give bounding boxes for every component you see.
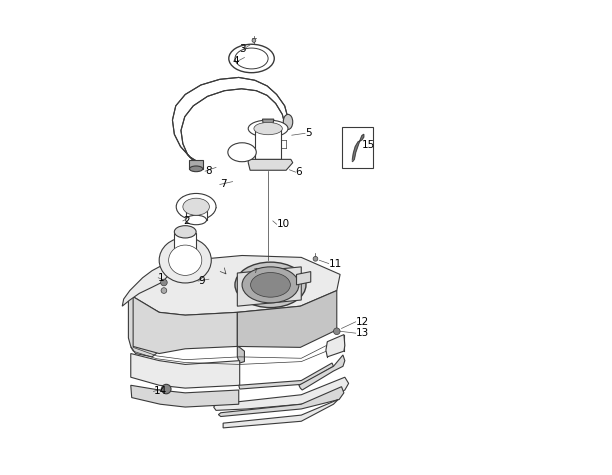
Polygon shape <box>263 119 274 125</box>
Ellipse shape <box>190 166 203 171</box>
Text: 3: 3 <box>239 44 245 54</box>
Polygon shape <box>131 385 239 407</box>
Text: 10: 10 <box>277 219 289 229</box>
Text: 1: 1 <box>159 273 165 283</box>
Polygon shape <box>122 261 173 306</box>
Polygon shape <box>223 399 338 428</box>
FancyBboxPatch shape <box>343 127 373 168</box>
Ellipse shape <box>176 193 216 220</box>
Polygon shape <box>326 334 345 357</box>
Ellipse shape <box>242 267 299 303</box>
Text: 6: 6 <box>296 167 302 177</box>
Circle shape <box>313 256 318 261</box>
Ellipse shape <box>250 273 290 297</box>
Text: T: T <box>254 267 258 274</box>
Ellipse shape <box>229 44 274 73</box>
Text: 7: 7 <box>220 180 226 190</box>
Circle shape <box>160 279 167 286</box>
Polygon shape <box>174 233 196 260</box>
Ellipse shape <box>248 120 288 137</box>
Polygon shape <box>237 346 244 363</box>
Polygon shape <box>248 159 293 170</box>
Polygon shape <box>133 297 237 353</box>
Polygon shape <box>131 353 240 388</box>
Ellipse shape <box>185 215 206 225</box>
Text: 13: 13 <box>356 328 369 338</box>
Polygon shape <box>255 129 282 159</box>
Text: 12: 12 <box>356 317 369 327</box>
Polygon shape <box>129 297 159 357</box>
Text: 8: 8 <box>205 166 212 176</box>
Polygon shape <box>297 272 311 285</box>
Ellipse shape <box>183 198 209 215</box>
Polygon shape <box>190 160 203 169</box>
Polygon shape <box>353 134 364 162</box>
Circle shape <box>162 384 171 394</box>
Polygon shape <box>237 291 337 347</box>
Text: 2: 2 <box>183 216 190 226</box>
Ellipse shape <box>254 123 282 135</box>
Circle shape <box>161 288 166 294</box>
Text: 15: 15 <box>362 140 375 150</box>
Polygon shape <box>214 377 349 410</box>
Ellipse shape <box>228 143 256 162</box>
Ellipse shape <box>235 48 268 69</box>
Text: 11: 11 <box>329 258 342 268</box>
Polygon shape <box>237 267 301 306</box>
Polygon shape <box>173 77 288 167</box>
Text: 4: 4 <box>233 57 239 66</box>
Ellipse shape <box>159 238 211 283</box>
Text: 14: 14 <box>154 387 166 397</box>
Polygon shape <box>185 211 206 220</box>
Polygon shape <box>129 256 340 315</box>
Ellipse shape <box>283 114 293 130</box>
Circle shape <box>334 328 340 334</box>
Polygon shape <box>239 363 334 389</box>
Polygon shape <box>299 355 345 390</box>
Ellipse shape <box>174 226 196 238</box>
Circle shape <box>252 38 256 42</box>
Text: 9: 9 <box>198 276 204 286</box>
Polygon shape <box>218 387 344 417</box>
Ellipse shape <box>235 262 306 308</box>
Ellipse shape <box>169 245 202 275</box>
Text: 5: 5 <box>305 128 312 138</box>
